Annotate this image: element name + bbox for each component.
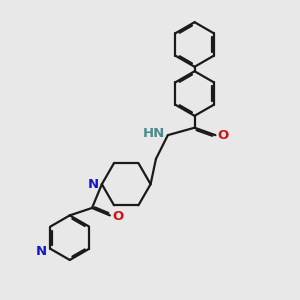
Text: N: N bbox=[36, 245, 47, 258]
Text: O: O bbox=[112, 210, 124, 224]
Text: HN: HN bbox=[143, 127, 166, 140]
Text: O: O bbox=[218, 129, 229, 142]
Text: N: N bbox=[88, 178, 99, 191]
